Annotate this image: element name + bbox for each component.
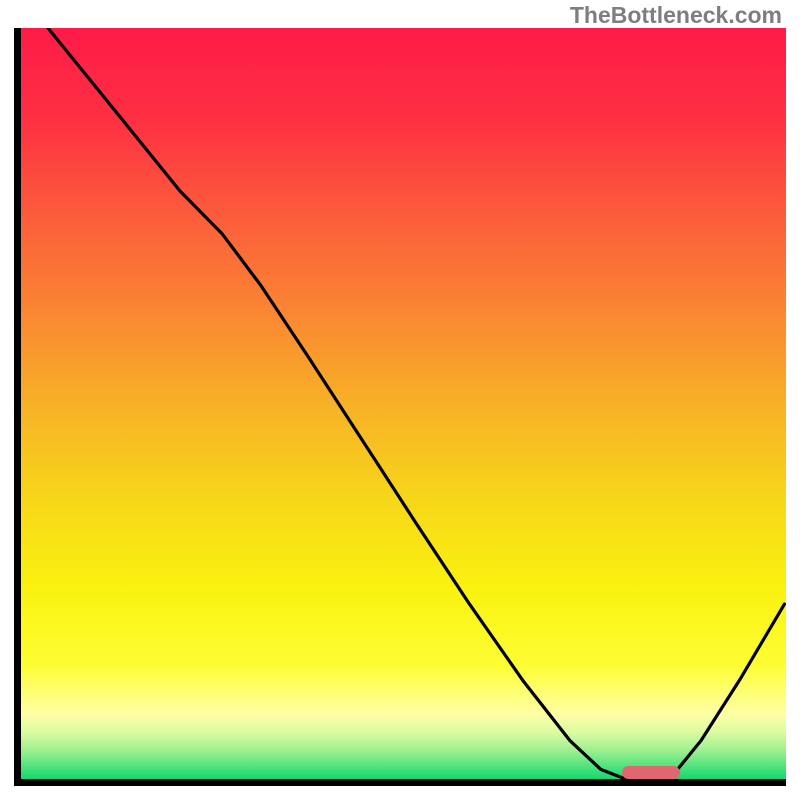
x-axis — [14, 779, 786, 786]
attribution-text: TheBottleneck.com — [570, 2, 782, 29]
y-axis — [14, 28, 21, 786]
trough-marker — [622, 766, 680, 779]
chart-area — [14, 28, 786, 786]
curve-line — [14, 28, 786, 786]
